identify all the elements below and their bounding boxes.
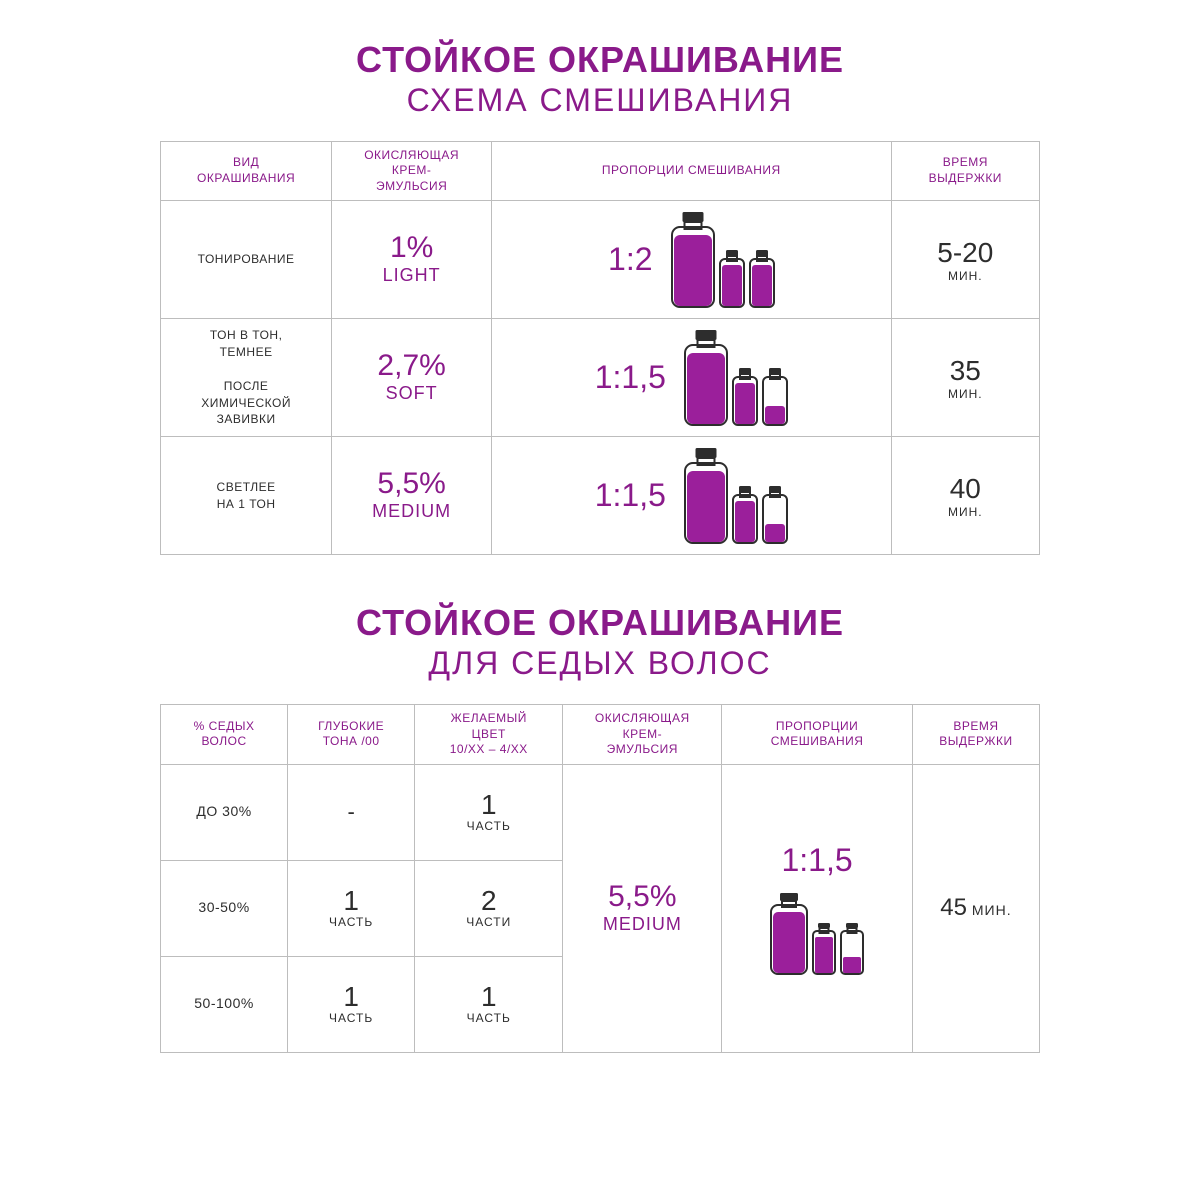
table-row: ТОН В ТОН, ТЕМНЕЕ ПОСЛЕ ХИМИЧЕСКОЙ ЗАВИВ… — [161, 319, 1040, 437]
cell-time: 5-20 МИН. — [891, 201, 1039, 319]
section1-subtitle: СХЕМА СМЕШИВАНИЯ — [160, 82, 1040, 119]
ratio-text: 1:1,5 — [781, 842, 852, 879]
bottle-icon — [684, 330, 728, 426]
cell-proportions: 1:2 — [492, 201, 892, 319]
mixing-scheme-table: ВИД ОКРАШИВАНИЯ ОКИСЛЯЮЩАЯ КРЕМ- ЭМУЛЬСИ… — [160, 141, 1040, 556]
table-row: СВЕТЛЕЕ НА 1 ТОН 5,5% MEDIUM 1:1,5 40 МИ… — [161, 437, 1040, 555]
cell-time: 35 МИН. — [891, 319, 1039, 437]
cell-time: 40 МИН. — [891, 437, 1039, 555]
cell-proportions: 1:1,5 — [722, 764, 913, 1052]
bottle-icon — [770, 893, 808, 975]
ratio-text: 1:1,5 — [595, 359, 666, 396]
bottles-group — [770, 893, 864, 975]
bottle-icon — [812, 923, 836, 975]
section1-title: СТОЙКОЕ ОКРАШИВАНИЕ — [160, 40, 1040, 80]
bottles-group — [684, 448, 788, 544]
table-row: % СЕДЫХ ВОЛОС ГЛУБОКИЕ ТОНА /00 ЖЕЛАЕМЫЙ… — [161, 704, 1040, 764]
bottle-icon — [762, 368, 788, 426]
cell-proportions: 1:1,5 — [492, 319, 892, 437]
cell-gray: 50-100% — [161, 956, 288, 1052]
bottle-icon — [684, 448, 728, 544]
cell-type: СВЕТЛЕЕ НА 1 ТОН — [161, 437, 332, 555]
col-header-deep: ГЛУБОКИЕ ТОНА /00 — [288, 704, 415, 764]
cell-time: 45 МИН. — [912, 764, 1039, 1052]
col-header-type: ВИД ОКРАШИВАНИЯ — [161, 141, 332, 201]
col-header-emulsion: ОКИСЛЯЮЩАЯ КРЕМ- ЭМУЛЬСИЯ — [332, 141, 492, 201]
col-header-emulsion: ОКИСЛЯЮЩАЯ КРЕМ- ЭМУЛЬСИЯ — [563, 704, 722, 764]
bottle-icon — [732, 368, 758, 426]
cell-desired: 1 ЧАСТЬ — [415, 956, 563, 1052]
bottle-icon — [749, 250, 775, 308]
cell-gray: ДО 30% — [161, 764, 288, 860]
bottles-group — [671, 212, 775, 308]
cell-emulsion: 5,5% MEDIUM — [563, 764, 722, 1052]
ratio-text: 1:1,5 — [595, 477, 666, 514]
cell-type: ТОН В ТОН, ТЕМНЕЕ ПОСЛЕ ХИМИЧЕСКОЙ ЗАВИВ… — [161, 319, 332, 437]
cell-emulsion: 5,5% MEDIUM — [332, 437, 492, 555]
table-row: ДО 30% - 1 ЧАСТЬ 5,5% MEDIUM 1:1,5 — [161, 764, 1040, 860]
cell-desired: 1 ЧАСТЬ — [415, 764, 563, 860]
bottles-group — [684, 330, 788, 426]
ratio-text: 1:2 — [608, 241, 652, 278]
col-header-proportions: ПРОПОРЦИИ СМЕШИВАНИЯ — [722, 704, 913, 764]
cell-gray: 30-50% — [161, 860, 288, 956]
mixing-scheme-section: СТОЙКОЕ ОКРАШИВАНИЕ СХЕМА СМЕШИВАНИЯ ВИД… — [160, 40, 1040, 555]
bottle-icon — [719, 250, 745, 308]
section2-title: СТОЙКОЕ ОКРАШИВАНИЕ — [160, 603, 1040, 643]
col-header-time: ВРЕМЯ ВЫДЕРЖКИ — [912, 704, 1039, 764]
section2-subtitle: ДЛЯ СЕДЫХ ВОЛОС — [160, 645, 1040, 682]
cell-deep: - — [288, 764, 415, 860]
cell-desired: 2 ЧАСТИ — [415, 860, 563, 956]
cell-emulsion: 1% LIGHT — [332, 201, 492, 319]
cell-emulsion: 2,7% SOFT — [332, 319, 492, 437]
bottle-icon — [762, 486, 788, 544]
col-header-time: ВРЕМЯ ВЫДЕРЖКИ — [891, 141, 1039, 201]
cell-deep: 1ЧАСТЬ — [288, 860, 415, 956]
gray-hair-section: СТОЙКОЕ ОКРАШИВАНИЕ ДЛЯ СЕДЫХ ВОЛОС % СЕ… — [160, 603, 1040, 1052]
cell-deep: 1ЧАСТЬ — [288, 956, 415, 1052]
gray-hair-table: % СЕДЫХ ВОЛОС ГЛУБОКИЕ ТОНА /00 ЖЕЛАЕМЫЙ… — [160, 704, 1040, 1053]
bottle-icon — [732, 486, 758, 544]
cell-proportions: 1:1,5 — [492, 437, 892, 555]
table-row: ТОНИРОВАНИЕ 1% LIGHT 1:2 5-20 МИН. — [161, 201, 1040, 319]
bottle-icon — [671, 212, 715, 308]
bottle-icon — [840, 923, 864, 975]
col-header-proportions: ПРОПОРЦИИ СМЕШИВАНИЯ — [492, 141, 892, 201]
col-header-desired: ЖЕЛАЕМЫЙ ЦВЕТ 10/XX – 4/XX — [415, 704, 563, 764]
table-row: ВИД ОКРАШИВАНИЯ ОКИСЛЯЮЩАЯ КРЕМ- ЭМУЛЬСИ… — [161, 141, 1040, 201]
col-header-gray: % СЕДЫХ ВОЛОС — [161, 704, 288, 764]
cell-type: ТОНИРОВАНИЕ — [161, 201, 332, 319]
